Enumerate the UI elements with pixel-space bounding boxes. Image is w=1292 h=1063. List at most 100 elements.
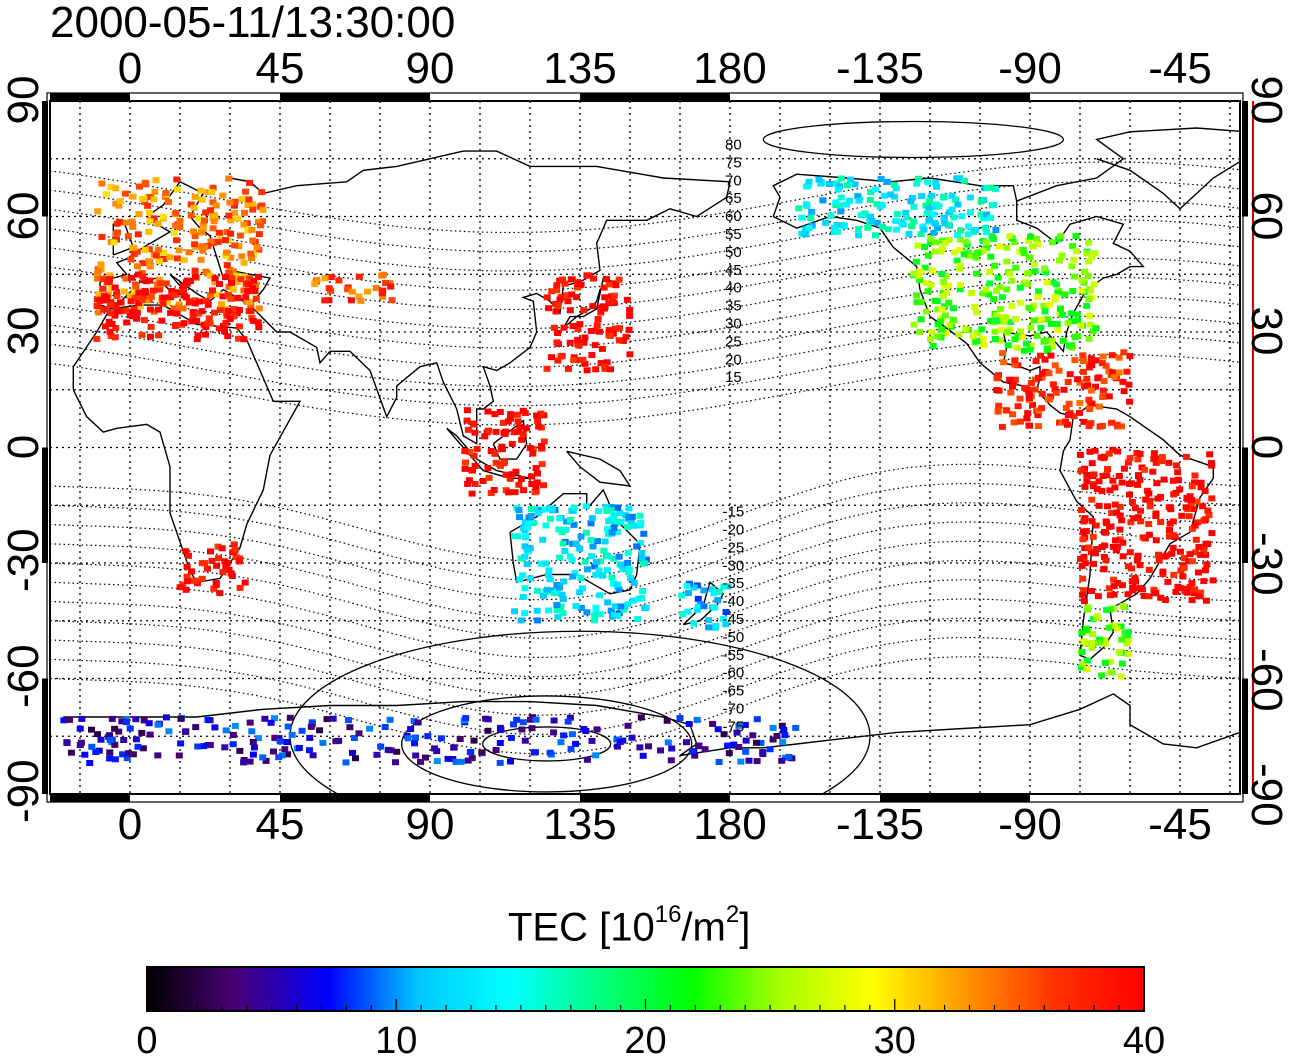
- contour-line: [50, 636, 1240, 736]
- tec-point: [186, 278, 194, 284]
- tec-point: [596, 592, 604, 599]
- tec-point: [1099, 387, 1107, 394]
- tec-point: [596, 558, 604, 565]
- tec-point: [556, 515, 564, 522]
- tec-point: [913, 299, 921, 306]
- tec-point: [1163, 552, 1171, 559]
- tec-point: [663, 717, 671, 724]
- tec-point: [249, 201, 257, 208]
- tec-point: [1053, 320, 1061, 327]
- tec-point: [164, 199, 172, 205]
- tec-point: [519, 572, 527, 579]
- tec-point: [258, 189, 266, 196]
- tec-point: [934, 321, 942, 328]
- tec-point: [1192, 549, 1200, 556]
- tec-point: [321, 275, 329, 282]
- contour-line: [50, 502, 1240, 601]
- tec-point: [295, 744, 303, 751]
- tec-point: [259, 218, 267, 225]
- tec-point: [1140, 593, 1148, 599]
- tec-point: [999, 350, 1007, 357]
- tick-label: -45: [1148, 800, 1212, 849]
- tec-point: [1085, 295, 1093, 302]
- tec-point: [198, 229, 206, 236]
- tec-point: [819, 197, 827, 204]
- tec-point: [1011, 361, 1019, 368]
- coastline: [772, 215, 1214, 661]
- tec-point: [471, 462, 479, 469]
- tec-point: [233, 272, 241, 279]
- tec-point: [513, 411, 521, 418]
- tec-point: [572, 740, 580, 747]
- tec-point: [173, 255, 181, 262]
- tec-point: [567, 745, 575, 752]
- tec-point: [1105, 368, 1113, 375]
- tec-point: [1016, 418, 1024, 425]
- tec-point: [224, 292, 232, 299]
- tec-point: [1133, 450, 1141, 456]
- tec-point: [175, 304, 183, 311]
- tec-point: [579, 356, 587, 363]
- tec-point: [520, 487, 528, 494]
- tec-point: [378, 290, 386, 297]
- tec-point: [286, 714, 294, 721]
- tec-point: [1123, 368, 1131, 375]
- tec-point: [1195, 544, 1203, 550]
- tec-point: [88, 726, 95, 733]
- tec-point: [183, 573, 191, 580]
- tec-point: [1176, 548, 1184, 555]
- tec-point: [969, 333, 977, 340]
- tec-point: [625, 326, 633, 333]
- tec-point: [529, 450, 537, 457]
- tec-point: [982, 224, 990, 231]
- tec-point: [78, 715, 86, 722]
- tec-point: [122, 275, 130, 282]
- tec-point: [222, 252, 230, 259]
- tec-point: [1169, 477, 1177, 484]
- tick-label: 90: [0, 75, 48, 125]
- tec-point: [1041, 356, 1049, 363]
- tec-point: [139, 745, 147, 752]
- tec-point: [1137, 507, 1144, 514]
- tec-point: [564, 365, 572, 372]
- tec-point: [917, 231, 925, 238]
- tec-point: [210, 585, 218, 592]
- tec-point: [561, 548, 569, 554]
- tec-point: [575, 342, 583, 349]
- tec-point: [805, 225, 813, 232]
- tec-point: [711, 604, 719, 611]
- tec-point: [222, 319, 230, 326]
- tec-point: [720, 583, 728, 590]
- tec-point: [283, 739, 291, 745]
- tec-point: [128, 274, 136, 281]
- tec-point: [1085, 335, 1093, 342]
- tec-point: [210, 218, 218, 225]
- tec-point: [253, 244, 261, 251]
- tec-point: [1046, 396, 1054, 403]
- tec-point: [241, 579, 249, 586]
- tec-point: [259, 206, 267, 213]
- tec-point: [140, 717, 148, 724]
- tec-point: [1130, 515, 1138, 522]
- tec-point: [973, 309, 981, 316]
- tec-point: [1086, 406, 1094, 412]
- tec-point: [617, 603, 625, 610]
- frame-bar: [1242, 101, 1248, 217]
- tec-point: [180, 257, 188, 264]
- tec-point: [1158, 454, 1166, 460]
- tec-point: [120, 288, 128, 295]
- tec-point: [948, 206, 956, 213]
- tec-point: [1066, 410, 1074, 417]
- tec-point: [145, 228, 153, 235]
- tec-point: [1202, 516, 1210, 523]
- tec-point: [557, 353, 565, 360]
- tec-point: [1124, 459, 1132, 466]
- tec-point: [171, 230, 178, 236]
- tec-point: [530, 520, 537, 526]
- tick-label: -90: [1242, 763, 1291, 827]
- tec-point: [393, 748, 401, 755]
- tec-point: [792, 724, 800, 731]
- contour-label: 15: [725, 369, 742, 386]
- tec-point: [537, 506, 545, 513]
- tec-point: [195, 215, 203, 222]
